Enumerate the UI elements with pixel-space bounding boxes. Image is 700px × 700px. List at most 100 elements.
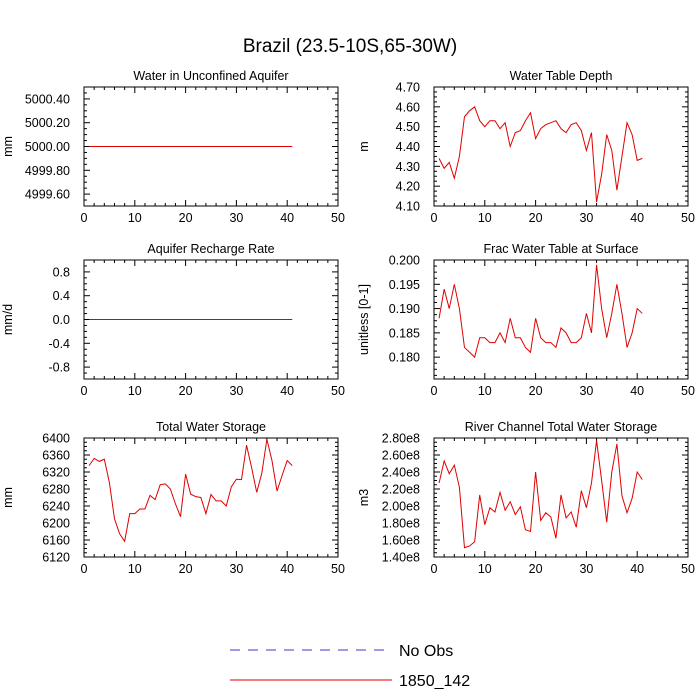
panel-2-ytick-label: 4.50 [396, 120, 420, 134]
panel-5-xtick-label: 10 [128, 562, 142, 576]
panel-2-xtick-label: 20 [529, 211, 543, 225]
panel-1-ytick-label: 5000.40 [25, 92, 70, 106]
panel-4-xtick-label: 0 [431, 384, 438, 398]
panel-4-xtick-label: 50 [681, 384, 695, 398]
panel-2-xtick-label: 40 [630, 211, 644, 225]
panel-3-ytick-label: 0.4 [53, 289, 70, 303]
panel-3-ylabel: mm/d [1, 304, 15, 335]
panel-1-xtick-label: 20 [179, 211, 193, 225]
panel-4-xtick-label: 40 [630, 384, 644, 398]
panel-5-ylabel: mm [1, 487, 15, 508]
panel-5-ytick-label: 6280 [42, 483, 70, 497]
panel-1: Water in Unconfined Aquifer mm 0 10 20 30 40 50… [1, 69, 345, 225]
panel-5-ytick-label: 6240 [42, 500, 70, 514]
panel-3-title: Aquifer Recharge Rate [147, 242, 274, 256]
panel-4: Frac Water Table at Surface unitless [0-1… [357, 242, 695, 398]
panel-3-ytick-label: -0.8 [48, 361, 70, 375]
panel-4-xtick-label: 30 [579, 384, 593, 398]
panel-6-ytick-label: 2.60e8 [382, 449, 420, 463]
panel-6-xtick-label: 50 [681, 562, 695, 576]
panel-4-title: Frac Water Table at Surface [484, 242, 639, 256]
panel-1-ytick-label: 4999.60 [25, 188, 70, 202]
panel-4-xtick-label: 20 [529, 384, 543, 398]
panel-1-ytick-label: 4999.80 [25, 164, 70, 178]
panel-3-ytick-label: 0.8 [53, 265, 70, 279]
panel-6-xtick-label: 20 [529, 562, 543, 576]
panel-2-ytick-label: 4.40 [396, 140, 420, 154]
legend-obs-label: No Obs [399, 643, 453, 660]
panel-2-ylabel: m [357, 141, 371, 151]
panel-5-ytick-label: 6400 [42, 432, 70, 446]
panel-2-xtick-label: 30 [579, 211, 593, 225]
panel-4-series-line [438, 264, 643, 359]
panel-6-xtick-label: 40 [630, 562, 644, 576]
panel-2-frame [433, 86, 689, 207]
panel-5-ytick-label: 6360 [42, 449, 70, 463]
panel-6-ytick-label: 2.20e8 [382, 483, 420, 497]
panel-4-ytick-label: 0.200 [389, 254, 420, 268]
panel-1-xtick-label: 10 [128, 211, 142, 225]
panel-5-ytick-label: 6120 [42, 551, 70, 565]
panel-2-series-line [438, 106, 643, 203]
panel-5-xtick-label: 40 [280, 562, 294, 576]
panel-2-title: Water Table Depth [510, 69, 613, 83]
panel-6-ytick-label: 2.80e8 [382, 432, 420, 446]
panel-3-xtick-label: 40 [280, 384, 294, 398]
panel-1-title: Water in Unconfined Aquifer [133, 69, 288, 83]
panel-1-xtick-label: 50 [331, 211, 345, 225]
panel-6-xtick-label: 10 [478, 562, 492, 576]
panel-6-xtick-label: 0 [431, 562, 438, 576]
figure-title: Brazil (23.5-10S,65-30W) [243, 36, 457, 57]
panel-2-ytick-label: 4.30 [396, 160, 420, 174]
panel-5-ytick-label: 6160 [42, 534, 70, 548]
panel-2-xtick-label: 10 [478, 211, 492, 225]
panel-6-ylabel: m3 [357, 489, 371, 506]
panel-6-ytick-label: 1.80e8 [382, 517, 420, 531]
panel-4-ytick-label: 0.190 [389, 302, 420, 316]
panel-3-xtick-label: 50 [331, 384, 345, 398]
panel-5-xtick-label: 30 [229, 562, 243, 576]
panel-5-title: Total Water Storage [156, 420, 266, 434]
panel-3: Aquifer Recharge Rate mm/d 0 10 20 30 40 50 -0.8… [1, 242, 345, 398]
panel-6-xtick-label: 30 [579, 562, 593, 576]
panel-2-ytick-label: 4.60 [396, 100, 420, 114]
legend: No Obs 1850_142 [230, 643, 470, 690]
panel-5-ytick-label: 6320 [42, 466, 70, 480]
panel-2-xtick-label: 0 [431, 211, 438, 225]
panel-5: Total Water Storage mm 0 10 20 30 40 50 6120 6160… [1, 420, 345, 576]
panel-2: Water Table Depth m 0 10 20 30 40 50 4.10 4.20 4.3… [357, 69, 695, 225]
panel-6-series-line [438, 440, 643, 549]
panel-6-ytick-label: 1.60e8 [382, 534, 420, 548]
panel-5-xtick-label: 50 [331, 562, 345, 576]
panel-2-xtick-label: 50 [681, 211, 695, 225]
panel-3-xtick-label: 10 [128, 384, 142, 398]
panel-4-ytick-label: 0.195 [389, 278, 420, 292]
panel-6-ytick-label: 1.40e8 [382, 551, 420, 565]
panel-4-ytick-label: 0.180 [389, 351, 420, 365]
panel-4-ytick-label: 0.185 [389, 326, 420, 340]
panel-5-xtick-label: 20 [179, 562, 193, 576]
panel-5-xtick-label: 0 [81, 562, 88, 576]
panel-4-ylabel: unitless [0-1] [357, 284, 371, 355]
panel-1-xtick-label: 40 [280, 211, 294, 225]
panel-1-ylabel: mm [1, 136, 15, 157]
panel-6-title: River Channel Total Water Storage [465, 420, 658, 434]
panel-2-ytick-label: 4.20 [396, 180, 420, 194]
panel-5-ytick-label: 6200 [42, 517, 70, 531]
panel-5-frame [83, 437, 339, 558]
panel-3-xtick-label: 20 [179, 384, 193, 398]
panel-2-ytick-label: 4.10 [396, 200, 420, 214]
panel-5-series-line [88, 439, 293, 543]
panel-3-xtick-label: 30 [229, 384, 243, 398]
panel-6: River Channel Total Water Storage m3 0 10 20… [357, 420, 695, 576]
panel-1-xtick-label: 30 [229, 211, 243, 225]
panel-1-xtick-label: 0 [81, 211, 88, 225]
panel-3-ytick-label: 0.0 [53, 313, 70, 327]
panel-3-xtick-label: 0 [81, 384, 88, 398]
panel-2-ytick-label: 4.70 [396, 81, 420, 95]
panel-1-ytick-label: 5000.00 [25, 140, 70, 154]
panel-4-xtick-label: 10 [478, 384, 492, 398]
panel-6-ytick-label: 2.40e8 [382, 466, 420, 480]
legend-model-label: 1850_142 [399, 673, 470, 690]
